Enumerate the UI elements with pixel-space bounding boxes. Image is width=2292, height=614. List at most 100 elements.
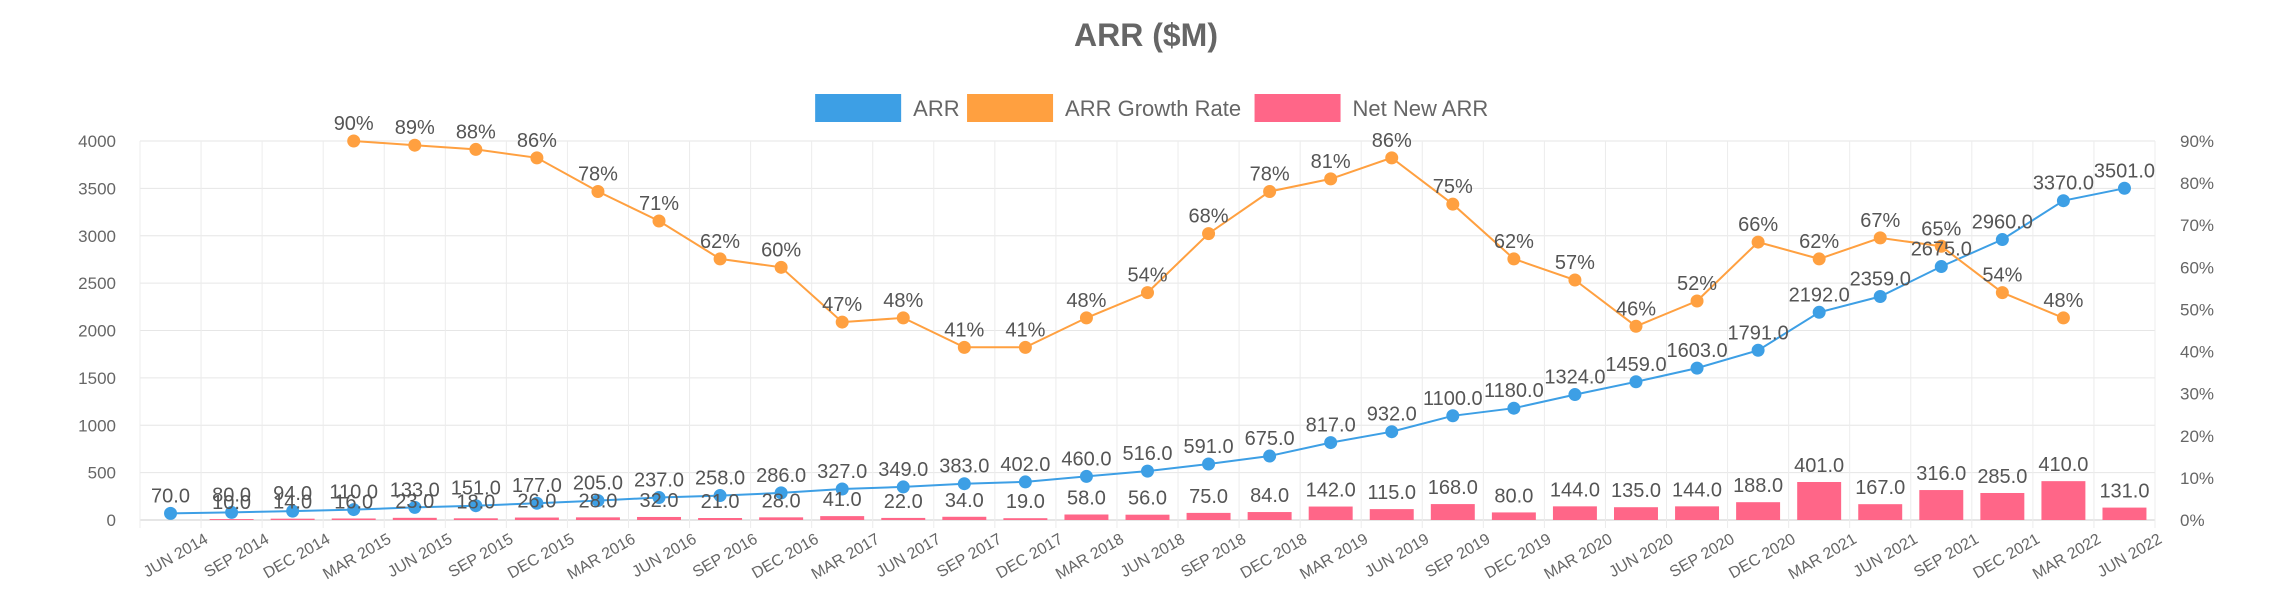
bar-net-new-arr [942,516,987,520]
point-arr-growth-rate [835,315,849,329]
y-right-tick-label: 70% [2180,216,2214,235]
data-label: 62% [1494,231,1534,253]
point-arr-growth-rate [1202,227,1216,241]
point-arr [1263,449,1277,463]
y-right-tick-label: 10% [2180,469,2214,488]
data-label: 932.0 [1367,404,1417,426]
point-arr-growth-rate [1018,340,1032,354]
data-label: 80.0 [212,484,251,506]
point-arr [1446,409,1460,423]
legend-item-arr[interactable]: ARR [815,94,960,122]
data-label: 516.0 [1122,443,1172,465]
y-right-tick-label: 60% [2180,258,2214,277]
bar-net-new-arr [1491,512,1536,520]
bar-net-new-arr [1003,518,1048,520]
point-arr [164,506,178,520]
point-arr-growth-rate [530,151,544,165]
data-label: 89% [395,117,435,139]
legend-swatch [1254,94,1341,122]
bar-net-new-arr [820,516,865,520]
data-label: 144.0 [1550,479,1600,501]
data-label: 41% [1005,319,1045,341]
data-label: 48% [2043,290,2083,312]
data-label: 177.0 [512,475,562,497]
bar-net-new-arr [698,518,743,520]
y-left-tick-label: 1000 [78,416,116,435]
point-arr-growth-rate [1751,235,1765,249]
data-label: 168.0 [1428,477,1478,499]
point-arr-growth-rate [1446,197,1460,211]
legend-swatch [967,94,1054,122]
bar-net-new-arr [1247,512,1292,520]
y-left-tick-label: 3000 [78,227,116,246]
data-label: 316.0 [1916,463,1966,485]
data-label: 32.0 [640,490,679,512]
x-tick-label: SEP 2017 [934,531,1005,582]
x-tick-label: JUN 2015 [385,531,455,581]
bar-net-new-arr [637,516,681,520]
point-arr-growth-rate [896,311,910,325]
x-tick-label: JUN 2022 [2095,531,2165,581]
bar-net-new-arr [1797,482,1842,520]
data-label: 54% [1127,265,1167,287]
x-tick-label: MAR 2018 [1053,531,1127,584]
point-arr-growth-rate [1812,252,1826,266]
point-arr [2117,181,2131,195]
y-right-tick-label: 30% [2180,385,2214,404]
data-label: 14.0 [273,492,312,514]
bar-net-new-arr [1858,504,1903,520]
data-label: 28.0 [762,490,801,512]
point-arr [347,503,361,517]
point-arr [1812,305,1826,319]
data-label: 188.0 [1733,475,1783,497]
data-label: 167.0 [1855,477,1905,499]
data-label: 3370.0 [2033,173,2094,195]
x-tick-label: DEC 2014 [261,531,334,583]
data-label: 94.0 [273,483,312,505]
data-label: 1603.0 [1666,340,1727,362]
data-label: 591.0 [1184,436,1234,458]
x-tick-label: SEP 2018 [1178,531,1249,582]
y-left-tick-label: 2500 [78,274,116,293]
y-axis-right: 0% 10% 20% 30% 40% 50% 60% 70% 80% 90% [2180,132,2214,530]
point-arr [225,505,239,519]
data-label: 237.0 [634,470,684,492]
x-tick-label: SEP 2021 [1911,531,1982,582]
bar-net-new-arr [1552,506,1597,520]
data-label: 460.0 [1061,448,1111,470]
x-tick-label: JUN 2019 [1362,531,1432,581]
data-label: 70.0 [151,485,190,507]
data-label: 68% [1189,206,1229,228]
data-label: 19.0 [1006,491,1045,513]
data-label: 86% [1372,130,1412,152]
x-tick-label: SEP 2014 [201,531,272,582]
bar-net-new-arr [1736,502,1781,520]
data-label: 151.0 [451,478,501,500]
y-left-tick-label: 4000 [78,132,116,151]
bar-net-new-arr [270,518,315,520]
point-arr-growth-rate [957,340,971,354]
data-label: 66% [1738,214,1778,236]
data-label: 62% [1799,231,1839,253]
point-arr [1324,436,1338,450]
data-label: 41% [944,319,984,341]
legend: ARR ARR Growth Rate Net New ARR [815,94,1488,122]
x-tick-label: DEC 2017 [993,531,1066,583]
point-arr [2056,194,2070,208]
x-tick-label: DEC 2015 [505,531,578,583]
legend-item-net-new-arr[interactable]: Net New ARR [1254,94,1489,122]
data-label: 1180.0 [1484,380,1544,402]
data-label: 67% [1860,210,1900,232]
y-left-tick-label: 3500 [78,179,116,198]
x-tick-label: JUN 2020 [1606,531,1676,581]
y-left-tick-label: 0 [107,511,116,530]
data-label: 56.0 [1128,488,1167,510]
point-arr-growth-rate [1507,252,1521,266]
point-arr-growth-rate [652,214,666,228]
point-arr [1507,401,1521,415]
x-tick-label: MAR 2019 [1297,531,1371,584]
x-tick-label: JUN 2021 [1851,531,1921,581]
legend-item-arr-growth-rate[interactable]: ARR Growth Rate [967,94,1241,122]
x-tick-label: DEC 2019 [1482,531,1555,583]
